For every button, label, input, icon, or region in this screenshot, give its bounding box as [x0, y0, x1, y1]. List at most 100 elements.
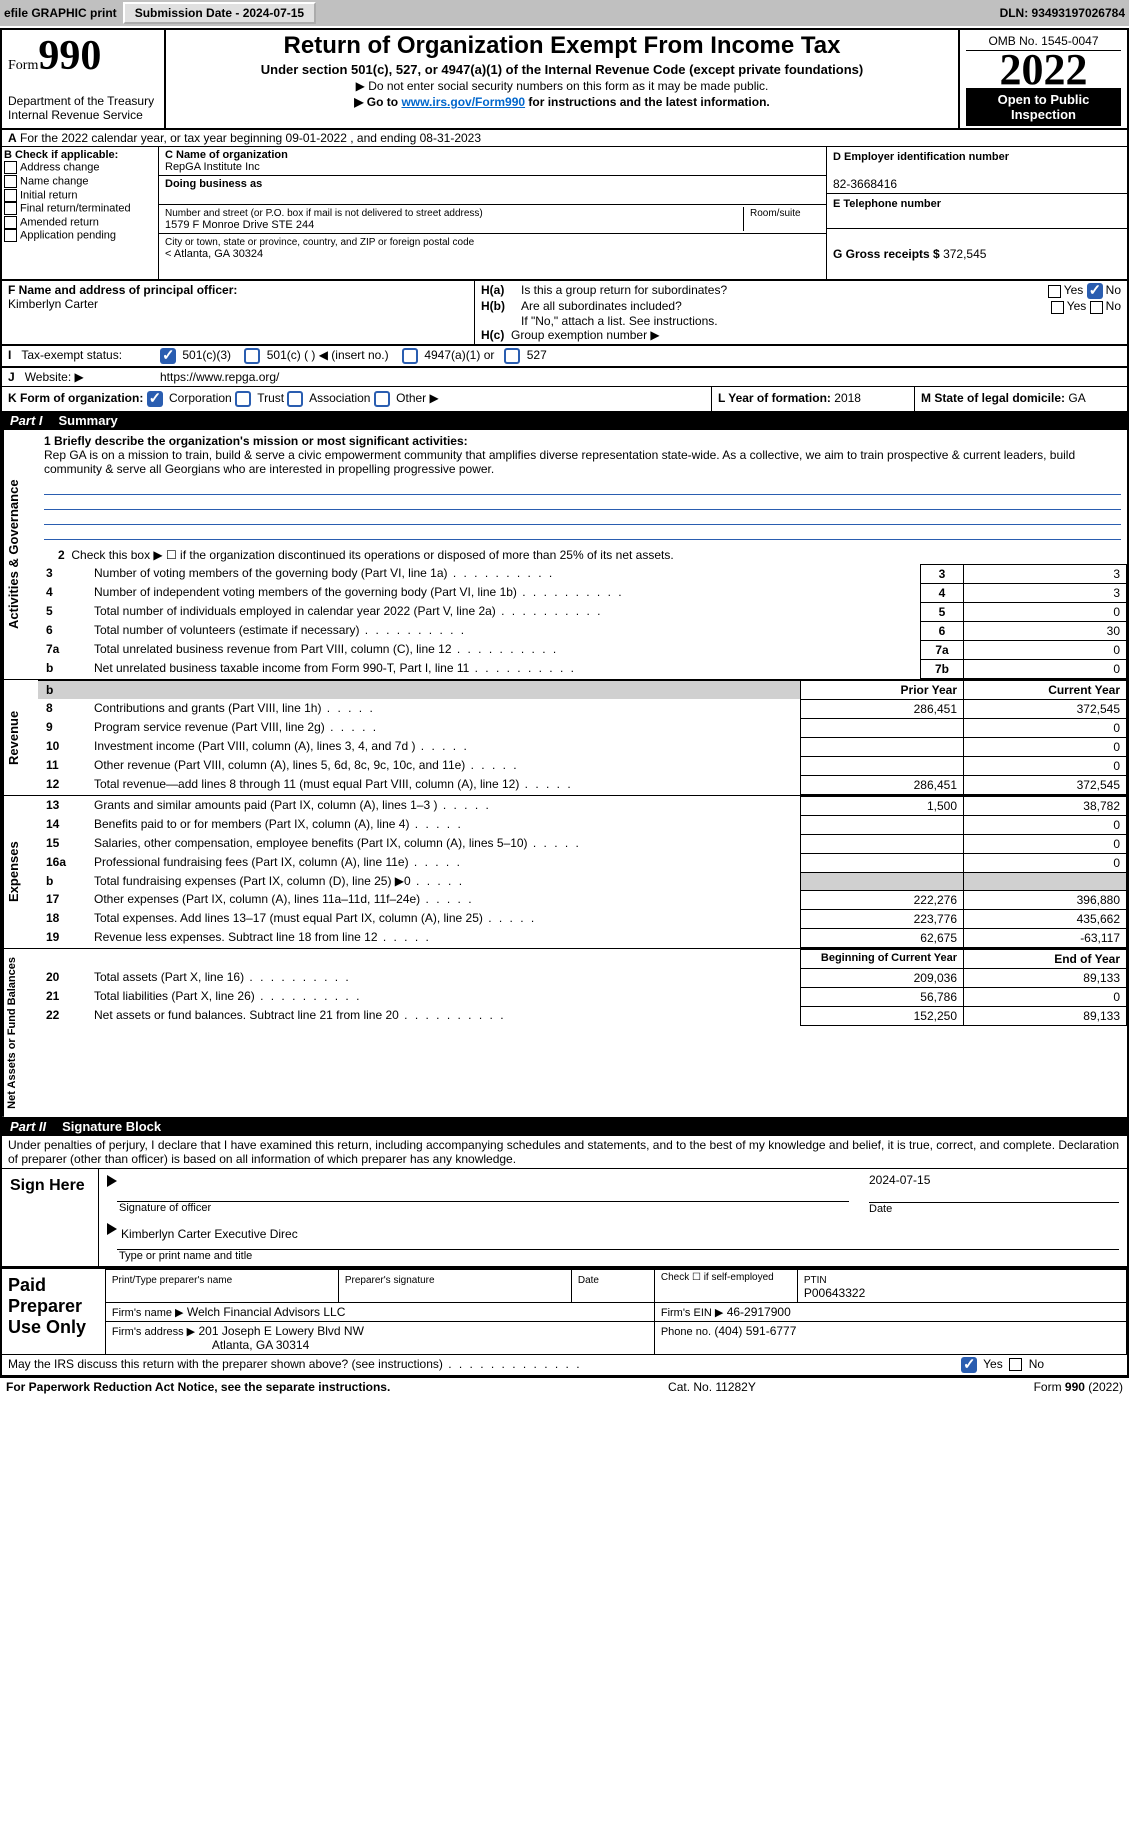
side-net-assets: Net Assets or Fund Balances: [2, 949, 38, 1117]
paid-preparer-block: Paid Preparer Use Only Print/Type prepar…: [2, 1267, 1127, 1354]
section-c: C Name of organization RepGA Institute I…: [159, 147, 827, 279]
section-j: J Website: ▶ https://www.repga.org/: [2, 367, 1127, 387]
cb-501c3[interactable]: [160, 348, 176, 364]
cat-no: Cat. No. 11282Y: [668, 1380, 756, 1394]
h-c-label: Group exemption number ▶: [511, 328, 660, 342]
mission-text: Rep GA is on a mission to train, build &…: [44, 448, 1075, 476]
form-990-page: Form990 Department of the Treasury Inter…: [0, 28, 1129, 1377]
cb-4947[interactable]: [402, 348, 418, 364]
city-state-zip: Atlanta, GA 30324: [174, 248, 263, 260]
blank-line-1: [44, 480, 1121, 495]
ein: 82-3668416: [833, 177, 897, 191]
sign-date: 2024-07-15: [869, 1173, 930, 1187]
ag-table: 3Number of voting members of the governi…: [38, 564, 1127, 679]
cb-address-change[interactable]: Address change: [4, 161, 154, 175]
table-row: 5Total number of individuals employed in…: [38, 602, 1127, 621]
form-page-label: Form 990 (2022): [1034, 1380, 1123, 1394]
cb-initial-return[interactable]: Initial return: [4, 189, 154, 203]
h-a-question: Is this a group return for subordinates?: [521, 283, 1048, 299]
table-row: 14Benefits paid to or for members (Part …: [38, 815, 1127, 834]
table-row: 13Grants and similar amounts paid (Part …: [38, 796, 1127, 815]
sign-here-label: Sign Here: [2, 1169, 99, 1266]
table-row: 21Total liabilities (Part X, line 26)56,…: [38, 987, 1127, 1006]
h-b-note: If "No," attach a list. See instructions…: [481, 314, 1121, 328]
revenue-block: Revenue bPrior YearCurrent Year 8Contrib…: [2, 679, 1127, 795]
table-row: 19Revenue less expenses. Subtract line 1…: [38, 928, 1127, 947]
sections-d-e-g: D Employer identification number 82-3668…: [827, 147, 1127, 279]
firm-name: Welch Financial Advisors LLC: [187, 1305, 346, 1319]
open-to-public: Open to Public Inspection: [966, 88, 1121, 126]
signature-block: Under penalties of perjury, I declare th…: [2, 1136, 1127, 1375]
tax-year: 2022: [966, 51, 1121, 88]
section-a: A For the 2022 calendar year, or tax yea…: [2, 130, 1127, 147]
paperwork-notice: For Paperwork Reduction Act Notice, see …: [6, 1380, 390, 1394]
ptin: P00643322: [804, 1286, 865, 1300]
firm-address: 201 Joseph E Lowery Blvd NW: [198, 1324, 363, 1338]
table-row: 18Total expenses. Add lines 13–17 (must …: [38, 909, 1127, 928]
sections-f-h: F Name and address of principal officer:…: [2, 280, 1127, 344]
table-row: 6Total number of volunteers (estimate if…: [38, 621, 1127, 640]
cb-amended-return[interactable]: Amended return: [4, 216, 154, 230]
part-ii-header: Part II Signature Block: [2, 1117, 1127, 1136]
sections-b-through-g: B Check if applicable: Address change Na…: [2, 147, 1127, 280]
paid-preparer-label: Paid Preparer Use Only: [2, 1269, 105, 1354]
firm-city: Atlanta, GA 30314: [112, 1338, 309, 1352]
activities-governance-block: Activities & Governance 1 Briefly descri…: [2, 430, 1127, 679]
cb-corporation[interactable]: [147, 391, 163, 407]
irs-link[interactable]: www.irs.gov/Form990: [401, 95, 525, 109]
cb-trust[interactable]: [235, 391, 251, 407]
efile-label: efile GRAPHIC print: [4, 6, 117, 20]
year-formation: 2018: [834, 391, 861, 405]
page-footer: For Paperwork Reduction Act Notice, see …: [0, 1377, 1129, 1396]
table-row: 8Contributions and grants (Part VIII, li…: [38, 699, 1127, 718]
street-address: 1579 F Monroe Drive STE 244: [165, 219, 314, 231]
table-row: 10Investment income (Part VIII, column (…: [38, 737, 1127, 756]
side-revenue: Revenue: [2, 680, 38, 795]
table-row: 7aTotal unrelated business revenue from …: [38, 640, 1127, 659]
dept-treasury: Department of the Treasury: [8, 94, 158, 108]
officer-label: F Name and address of principal officer:: [8, 283, 237, 297]
form-title: Return of Organization Exempt From Incom…: [172, 32, 952, 60]
section-m: M State of legal domicile: GA: [915, 387, 1127, 411]
officer-name: Kimberlyn Carter: [8, 297, 98, 311]
perjury-declaration: Under penalties of perjury, I declare th…: [2, 1136, 1127, 1169]
form-logo: Form990: [8, 32, 158, 80]
firm-ein: 46-2917900: [727, 1305, 791, 1319]
firm-phone: (404) 591-6777: [714, 1324, 796, 1338]
expenses-table: 13Grants and similar amounts paid (Part …: [38, 796, 1127, 948]
officer-name-title: Kimberlyn Carter Executive Direc: [117, 1221, 1119, 1241]
period-line: For the 2022 calendar year, or tax year …: [20, 131, 481, 145]
cb-501c[interactable]: [244, 348, 260, 364]
cb-527[interactable]: [504, 348, 520, 364]
question-1: 1 Briefly describe the organization's mi…: [38, 430, 1127, 480]
table-row: 11Other revenue (Part VIII, column (A), …: [38, 756, 1127, 775]
cb-final-return[interactable]: Final return/terminated: [4, 202, 154, 216]
net-assets-block: Net Assets or Fund Balances Beginning of…: [2, 948, 1127, 1117]
gross-receipts-label: G Gross receipts $: [833, 247, 940, 261]
net-assets-table: Beginning of Current YearEnd of Year 20T…: [38, 949, 1127, 1026]
table-row: 17Other expenses (Part IX, column (A), l…: [38, 890, 1127, 909]
irs-label: Internal Revenue Service: [8, 108, 158, 122]
revenue-table: bPrior YearCurrent Year 8Contributions a…: [38, 680, 1127, 795]
cb-other[interactable]: [374, 391, 390, 407]
table-row: 12Total revenue—add lines 8 through 11 (…: [38, 775, 1127, 794]
table-row: bNet unrelated business taxable income f…: [38, 659, 1127, 678]
cb-ha-no[interactable]: [1087, 283, 1103, 299]
cb-discuss-yes[interactable]: [961, 1357, 977, 1373]
topbar: efile GRAPHIC print Submission Date - 20…: [0, 0, 1129, 26]
h-b-question: Are all subordinates included?: [521, 299, 1051, 313]
part-i-header: Part I Summary: [2, 411, 1127, 430]
side-activities: Activities & Governance: [2, 430, 38, 679]
form-subtitle: Under section 501(c), 527, or 4947(a)(1)…: [172, 62, 952, 77]
cb-association[interactable]: [287, 391, 303, 407]
section-k: K Form of organization: Corporation Trus…: [2, 387, 712, 411]
dln-label: DLN: 93493197026784: [1000, 6, 1125, 20]
state-domicile: GA: [1068, 391, 1085, 405]
section-l: L Year of formation: 2018: [712, 387, 915, 411]
self-employed-check[interactable]: Check ☐ if self-employed: [654, 1269, 797, 1302]
table-row: 4Number of independent voting members of…: [38, 583, 1127, 602]
cb-name-change[interactable]: Name change: [4, 175, 154, 189]
submission-date-button[interactable]: Submission Date - 2024-07-15: [123, 2, 316, 24]
cb-application-pending[interactable]: Application pending: [4, 229, 154, 243]
org-name: RepGA Institute Inc: [165, 161, 260, 173]
